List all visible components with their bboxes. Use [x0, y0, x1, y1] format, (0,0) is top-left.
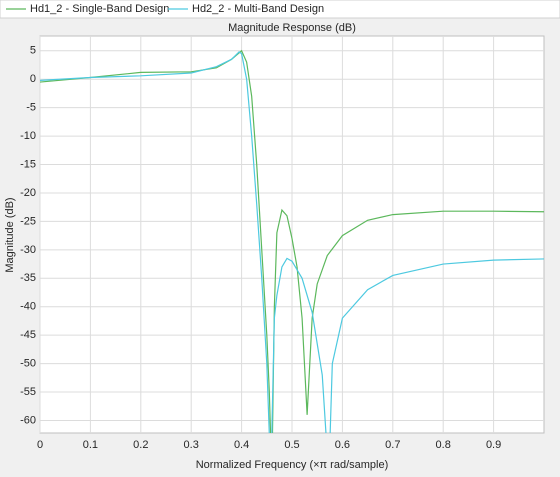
legend-label: Hd1_2 - Single-Band Design [30, 3, 169, 15]
y-axis-label: Magnitude (dB) [4, 197, 16, 272]
y-tick-label: -35 [20, 272, 36, 284]
y-tick-label: 0 [30, 73, 36, 85]
x-tick-label: 0.6 [335, 439, 350, 451]
x-tick-label: 0.8 [436, 439, 451, 451]
y-tick-label: -40 [20, 301, 36, 313]
y-tick-label: -55 [20, 386, 36, 398]
y-tick-label: -50 [20, 358, 36, 370]
x-tick-label: 0.5 [284, 439, 299, 451]
y-tick-label: -20 [20, 187, 36, 199]
x-tick-label: 0.3 [184, 439, 199, 451]
series-line [40, 51, 544, 433]
legend-bar [0, 0, 560, 19]
y-tick-label: -5 [26, 102, 36, 114]
chart-title: Magnitude Response (dB) [228, 22, 356, 34]
x-tick-label: 0.4 [234, 439, 249, 451]
legend-label: Hd2_2 - Multi-Band Design [192, 3, 324, 15]
y-tick-label: -15 [20, 158, 36, 170]
x-tick-label: 0.2 [133, 439, 148, 451]
y-tick-label: -10 [20, 130, 36, 142]
x-axis-label: Normalized Frequency (×π rad/sample) [196, 459, 389, 471]
y-tick-label: -45 [20, 329, 36, 341]
x-tick-label: 0 [37, 439, 43, 451]
y-tick-label: -60 [20, 414, 36, 426]
x-tick-label: 0.7 [385, 439, 400, 451]
y-tick-label: -30 [20, 244, 36, 256]
x-tick-label: 0.9 [486, 439, 501, 451]
y-tick-label: -25 [20, 215, 36, 227]
x-tick-label: 0.1 [83, 439, 98, 451]
y-tick-label: 5 [30, 45, 36, 57]
